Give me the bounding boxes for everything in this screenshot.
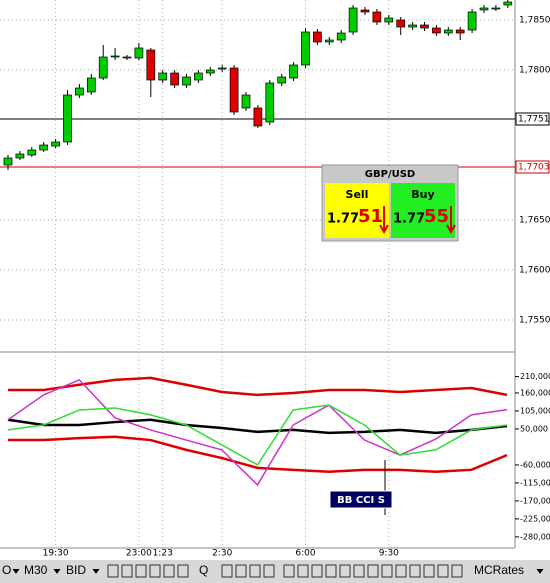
- y-tick-label: 1,7550: [519, 316, 550, 326]
- candle-body: [146, 49, 156, 81]
- candle-body: [110, 55, 120, 58]
- y-tick-label: 1,7800: [519, 66, 550, 76]
- candle-body: [86, 77, 96, 93]
- quote-widget[interactable]: GBP/USD Sell Buy 1.77 51 1.77 55: [321, 164, 459, 242]
- y-tick-label: 50,000: [520, 424, 548, 433]
- candle-body: [182, 76, 191, 86]
- x-tick-label: 6:00: [295, 549, 315, 559]
- toolbar: O M30 BID Q MCRates: [0, 560, 550, 583]
- candle-body: [384, 17, 394, 23]
- buy-label: Buy: [411, 188, 434, 201]
- indicator-label: BB CCI S: [337, 495, 385, 506]
- indicator-line: [8, 376, 508, 397]
- candle-body: [194, 72, 203, 81]
- x-tick-label: 1:23: [153, 549, 173, 559]
- dropdown-arrows: [12, 568, 100, 574]
- indicator-line: [7, 378, 508, 487]
- candle-body: [158, 72, 168, 81]
- candle-body: [241, 94, 251, 109]
- sell-price: 1.77: [327, 212, 359, 227]
- x-tick-label: 19:30: [43, 549, 69, 559]
- y-tick-label: -225,000: [520, 514, 550, 523]
- candle-body: [170, 72, 179, 86]
- candle-body: [336, 32, 346, 41]
- y-tick-label: 160,000: [520, 388, 550, 397]
- candle-body: [63, 94, 72, 143]
- candle-body: [479, 7, 489, 11]
- toolbar-item[interactable]: M30: [24, 563, 48, 577]
- candle-body: [348, 7, 358, 33]
- candle-body: [98, 56, 108, 79]
- candle-body: [15, 153, 25, 159]
- buy-arrow: [446, 206, 456, 235]
- candle-body: [360, 9, 370, 13]
- candle-body: [39, 144, 49, 151]
- candle-body: [396, 19, 406, 28]
- candle-body: [443, 29, 453, 34]
- y-tick-label: 1,7850: [519, 16, 550, 26]
- candle-body: [3, 157, 13, 166]
- candle-body: [289, 64, 298, 79]
- y-tick-label: -170,000: [520, 496, 550, 505]
- sell-pips: 51: [358, 206, 383, 227]
- toolbar-item[interactable]: MCRates: [474, 563, 524, 577]
- y-tick-label: -60,000: [520, 460, 550, 469]
- candle-body: [122, 56, 132, 59]
- x-tick-label: 2:30: [212, 549, 232, 559]
- candle-body: [217, 67, 227, 70]
- candle-body: [265, 82, 275, 123]
- y-tick-label: 210,000: [520, 372, 550, 381]
- indicator-line: [8, 435, 508, 474]
- candle-body: [503, 1, 513, 6]
- candle-body: [313, 31, 322, 43]
- candle-body: [75, 87, 84, 96]
- indicator-label-box: [329, 490, 393, 509]
- candle-body: [229, 67, 239, 113]
- toolbar-item[interactable]: O: [2, 563, 11, 577]
- indicator-line: [7, 418, 508, 435]
- dropdown-arrow: [536, 568, 544, 574]
- candle-body: [467, 11, 477, 31]
- candle-body: [372, 11, 382, 23]
- buy-price: 1.77: [393, 212, 425, 227]
- candle-body: [205, 69, 215, 74]
- y-tick-label: -280,000: [520, 532, 550, 541]
- candle-body: [432, 27, 441, 34]
- indicator-line: [7, 404, 508, 466]
- candle-body: [324, 39, 334, 43]
- buy-panel[interactable]: [391, 183, 455, 238]
- buy-pips: 55: [424, 206, 449, 227]
- x-tick-label: 23:00: [126, 549, 152, 559]
- y-tick-label: 1,7650: [519, 216, 550, 226]
- sell-panel[interactable]: [325, 183, 389, 238]
- candle-body: [27, 149, 37, 156]
- quote-symbol: GBP/USD: [365, 169, 415, 180]
- candle-body: [134, 47, 144, 59]
- candle-body: [277, 76, 287, 84]
- sell-label: Sell: [346, 188, 369, 201]
- level-label: 1,7703: [518, 163, 550, 173]
- candle-body: [51, 141, 60, 147]
- toolbar-item[interactable]: BID: [66, 563, 86, 577]
- toolbar-item[interactable]: Q: [199, 563, 208, 577]
- level-box: [515, 112, 550, 126]
- y-tick-label: 105,000: [520, 406, 550, 415]
- x-tick-label: 9:30: [379, 549, 399, 559]
- candle-body: [408, 24, 417, 28]
- candle-body: [420, 24, 429, 29]
- candle-body: [253, 107, 263, 127]
- toolbar-icons[interactable]: [107, 564, 463, 578]
- level-box: [515, 160, 550, 174]
- candle-body: [301, 31, 310, 66]
- y-tick-label: 1,7600: [519, 266, 550, 276]
- sell-arrow: [379, 206, 389, 235]
- candle-body: [491, 7, 501, 10]
- level-label: 1,7751: [518, 115, 550, 125]
- candle-body: [455, 29, 465, 34]
- indicator-panel: 210,000 160,000 105,000 50,000 -60,000 -115,0…: [7, 372, 550, 541]
- y-tick-label: -115,000: [520, 478, 550, 487]
